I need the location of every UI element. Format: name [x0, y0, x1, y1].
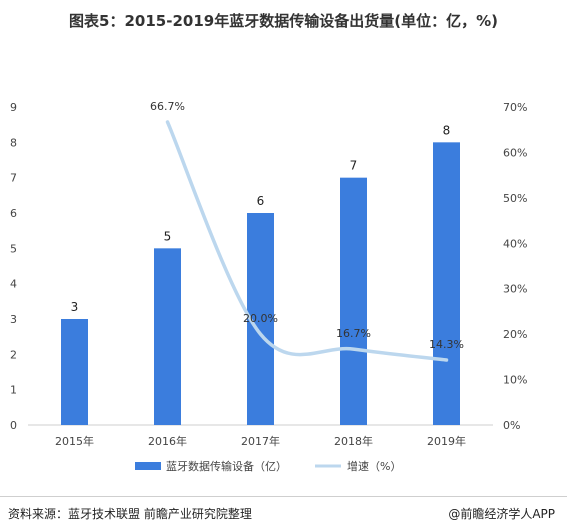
y-right-tick-label: 10% [503, 374, 527, 387]
x-tick-label: 2017年 [241, 434, 280, 448]
line-data-label: 14.3% [429, 338, 464, 351]
line-series: 66.7% 20.0% 16.7% 14.3% [150, 100, 464, 362]
y-right-tick-label: 60% [503, 146, 527, 159]
legend-bar-label: 蓝牙数据传输设备（亿） [166, 459, 287, 473]
line-data-label: 16.7% [336, 327, 371, 340]
bar-data-label: 8 [443, 123, 451, 137]
left-axis: 0 1 2 3 4 5 6 7 8 9 [10, 101, 17, 432]
y-left-tick-label: 5 [10, 242, 17, 255]
y-right-tick-label: 70% [503, 101, 527, 114]
bar [433, 142, 460, 426]
y-left-tick-label: 0 [10, 419, 17, 432]
legend-line-label: 增速（%） [347, 459, 401, 473]
bar-data-label: 3 [71, 300, 79, 314]
y-left-tick-label: 7 [10, 172, 17, 185]
bar [154, 248, 181, 425]
x-tick-label: 2019年 [427, 434, 466, 448]
legend-bar-swatch [135, 462, 161, 470]
y-left-tick-label: 6 [10, 207, 17, 220]
y-right-tick-label: 50% [503, 192, 527, 205]
y-left-tick-label: 3 [10, 313, 17, 326]
bar-data-label: 6 [257, 194, 265, 208]
y-right-tick-label: 0% [503, 419, 520, 432]
y-right-tick-label: 40% [503, 237, 527, 250]
bar [340, 177, 367, 425]
bar-series: 3 5 6 7 8 [61, 123, 460, 426]
y-left-tick-label: 8 [10, 136, 17, 149]
y-right-tick-label: 30% [503, 283, 527, 296]
line-data-label: 66.7% [150, 100, 185, 113]
y-left-tick-label: 2 [10, 348, 17, 361]
x-tick-label: 2016年 [148, 434, 187, 448]
legend: 蓝牙数据传输设备（亿） 增速（%） [135, 459, 401, 473]
y-left-tick-label: 4 [10, 278, 17, 291]
x-tick-label: 2015年 [55, 434, 94, 448]
y-left-tick-label: 9 [10, 101, 17, 114]
growth-line [165, 120, 449, 362]
bar-data-label: 7 [350, 159, 358, 173]
x-tick-label: 2018年 [334, 434, 373, 448]
chart-title: 图表5：2015-2019年蓝牙数据传输设备出货量(单位：亿，%) [69, 12, 498, 30]
bar-data-label: 5 [164, 229, 172, 243]
brand-mark: @前瞻经济学人APP [448, 507, 555, 521]
right-axis: 0% 10% 20% 30% 40% 50% 60% 70% [503, 101, 527, 432]
combo-chart: 0 1 2 3 4 5 6 7 8 9 0% 10% 20% 30% 40% 50% 60% 70% 3 5 6 7 8… [10, 100, 527, 473]
footer-divider [0, 496, 567, 497]
y-right-tick-label: 20% [503, 328, 527, 341]
line-data-label: 20.0% [243, 312, 278, 325]
bar [61, 319, 88, 425]
y-left-tick-label: 1 [10, 384, 17, 397]
source-note: 资料来源：蓝牙技术联盟 前瞻产业研究院整理 [8, 507, 252, 521]
x-axis-labels: 2015年 2016年 2017年 2018年 2019年 [55, 434, 466, 448]
